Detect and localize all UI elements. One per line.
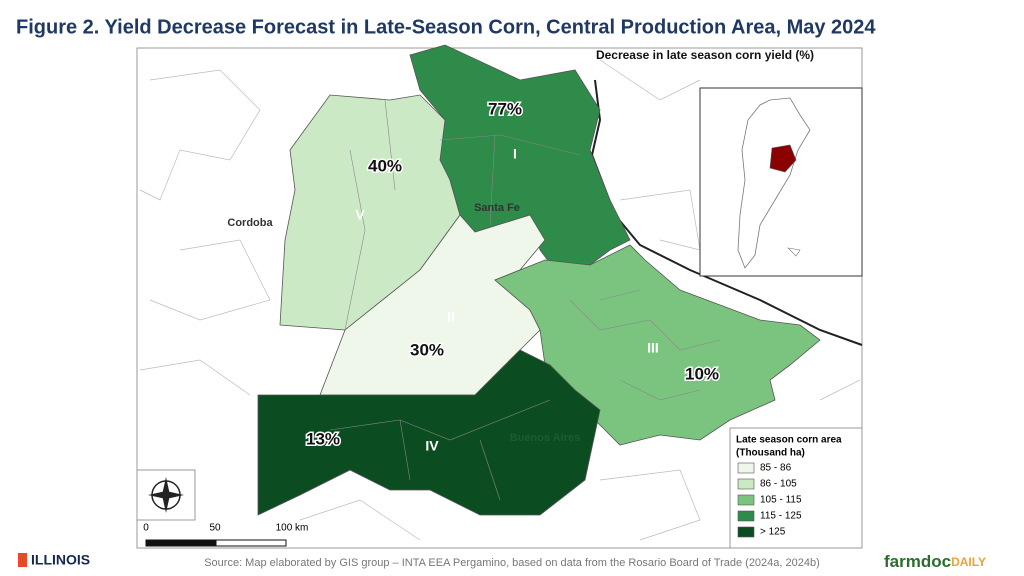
region-id: V bbox=[355, 207, 365, 223]
inset-country bbox=[737, 97, 811, 269]
region-id: II bbox=[447, 309, 455, 325]
place-label: Cordoba bbox=[227, 217, 273, 229]
illinois-logo: ILLINOIS bbox=[18, 552, 90, 568]
inset-map bbox=[699, 87, 863, 277]
legend-title: Late season corn area bbox=[736, 435, 842, 446]
place-label: Buenos Aires bbox=[510, 432, 581, 444]
legend-title: (Thousand ha) bbox=[736, 448, 805, 459]
region-percent: 30% bbox=[410, 340, 444, 359]
department-boundaries bbox=[329, 99, 721, 501]
region-percent: 13% bbox=[306, 429, 340, 448]
legend-swatch bbox=[737, 462, 755, 474]
legend-label: > 125 bbox=[760, 527, 786, 538]
scale-label: 100 km bbox=[276, 523, 309, 534]
farmdoc-logo: farmdocDAILY bbox=[884, 552, 986, 571]
legend-label: 85 - 86 bbox=[760, 463, 792, 474]
map: 77% I 40% V II 30% III 10% IV 13% Santa … bbox=[136, 44, 863, 549]
scale-bar: 0 50 100 km bbox=[143, 523, 309, 547]
scale-label: 50 bbox=[209, 523, 221, 534]
legend-swatch bbox=[737, 494, 755, 506]
legend-label: 86 - 105 bbox=[760, 479, 797, 490]
inset-highlight bbox=[769, 144, 797, 173]
scale-label: 0 bbox=[143, 523, 149, 534]
legend-items: 85 - 86 86 - 105 105 - 115 115 - 125 > 125 bbox=[737, 462, 802, 538]
inset-island bbox=[787, 247, 801, 257]
region-id: III bbox=[647, 340, 659, 356]
legend-swatch bbox=[737, 478, 755, 490]
region-id: I bbox=[513, 146, 517, 162]
compass bbox=[136, 469, 196, 521]
logo-text: DAILY bbox=[951, 555, 986, 569]
legend-swatch bbox=[737, 510, 755, 522]
region-percent: 40% bbox=[368, 156, 402, 175]
legend-label: 105 - 115 bbox=[760, 495, 802, 506]
region-percent: 77% bbox=[488, 99, 522, 118]
map-title: Decrease in late season corn yield (%) bbox=[596, 48, 814, 62]
logo-text: farmdoc bbox=[884, 552, 951, 571]
figure-title: Figure 2. Yield Decrease Forecast in Lat… bbox=[16, 16, 876, 38]
region-id: IV bbox=[425, 438, 439, 454]
legend-swatch bbox=[737, 526, 755, 538]
region-iv bbox=[257, 349, 601, 516]
source-note: Source: Map elaborated by GIS group – IN… bbox=[204, 557, 820, 569]
place-label: Santa Fe bbox=[474, 202, 520, 214]
legend-label: 115 - 125 bbox=[760, 511, 802, 522]
logo-text: ILLINOIS bbox=[31, 552, 90, 568]
region-percent: 10% bbox=[685, 364, 719, 383]
legend: Late season corn area (Thousand ha) 85 -… bbox=[729, 427, 863, 549]
